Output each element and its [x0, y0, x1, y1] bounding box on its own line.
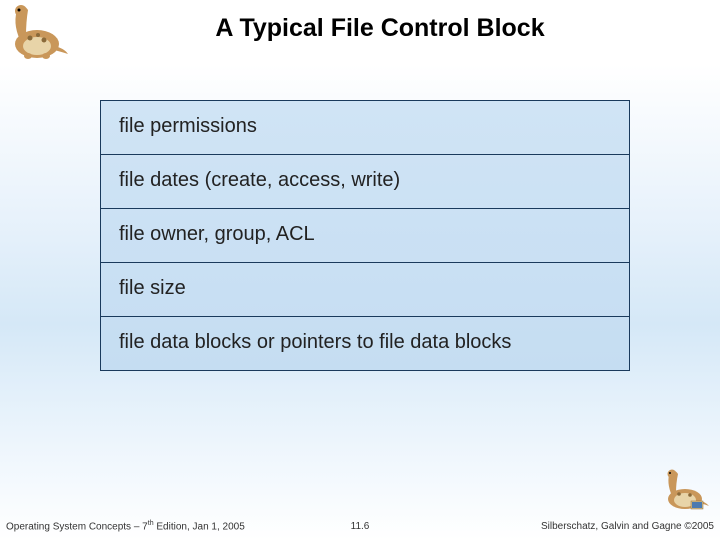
fcb-row: file dates (create, access, write): [101, 155, 629, 209]
slide-title: A Typical File Control Block: [0, 14, 720, 43]
footer-copyright: Silberschatz, Galvin and Gagne ©2005: [541, 521, 714, 532]
fcb-row: file size: [101, 263, 629, 317]
fcb-row: file data blocks or pointers to file dat…: [101, 317, 629, 370]
dinosaur-logo-bottom: [657, 467, 712, 512]
fcb-table: file permissions file dates (create, acc…: [100, 100, 630, 371]
fcb-row: file permissions: [101, 101, 629, 155]
fcb-row: file owner, group, ACL: [101, 209, 629, 263]
